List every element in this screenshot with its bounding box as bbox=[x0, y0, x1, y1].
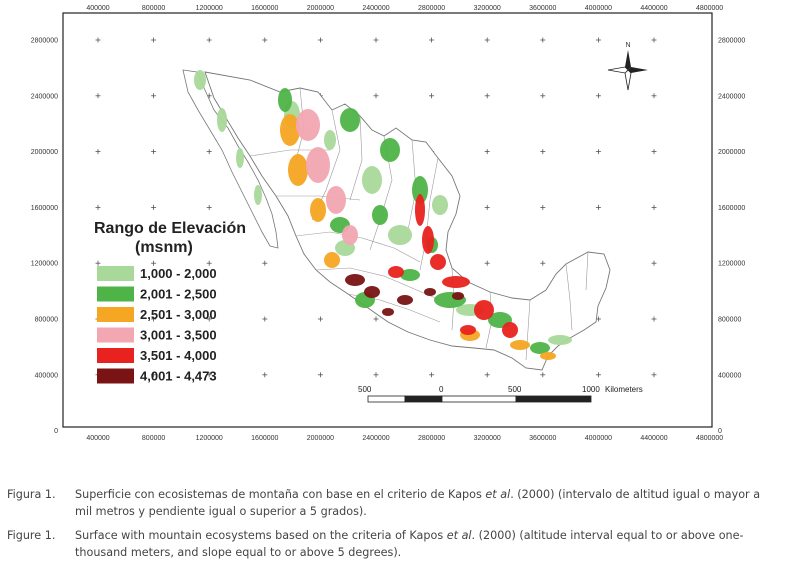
legend-title: Rango de Elevación bbox=[94, 220, 246, 237]
x-tick-top-label: 1600000 bbox=[251, 5, 278, 12]
y-tick-left-label: 800000 bbox=[35, 317, 58, 324]
x-axis-bottom-ticks: 400000 800000 1200000 1600000 2000000 2400000… bbox=[86, 435, 723, 442]
x-tick-bottom-label: 2800000 bbox=[418, 435, 445, 442]
legend-swatch bbox=[97, 348, 134, 363]
caption-spanish: Figura 1. Superficie con ecosistemas de … bbox=[0, 486, 787, 520]
legend-swatch bbox=[97, 307, 134, 322]
elevation-legend: Rango de Elevación (msnm) 1,000 - 2,000 2… bbox=[94, 220, 246, 384]
mexico-map bbox=[182, 69, 611, 371]
map-frame-border bbox=[62, 12, 713, 428]
legend-swatch bbox=[97, 266, 134, 281]
x-tick-bottom-label: 2400000 bbox=[362, 435, 389, 442]
legend-label: 4,001 - 4,473 bbox=[140, 369, 217, 384]
map-figure: 400000 800000 1200000 1600000 2000000 2400000… bbox=[31, 5, 746, 442]
x-tick-bottom-label: 400000 bbox=[86, 435, 109, 442]
caption-en-text-b: . (2000) (altitude interval equal to or … bbox=[75, 529, 744, 559]
y-axis-left-ticks: 2800000 2400000 2000000 1600000 1200000 80000… bbox=[31, 38, 58, 436]
scale-bar: 500 0 500 1000 Kilometers bbox=[358, 385, 643, 403]
y-axis-right-ticks: 2800000 2400000 2000000 1600000 1200000 80000… bbox=[718, 38, 745, 436]
north-arrow: N bbox=[607, 42, 648, 91]
y-tick-left-label: 1600000 bbox=[31, 205, 58, 212]
x-tick-bottom-label: 1200000 bbox=[196, 435, 223, 442]
scale-bar-seg-2 bbox=[404, 395, 443, 403]
caption-en-text: Surface with mountain ecosystems based o… bbox=[75, 527, 787, 561]
y-tick-right-label: 1200000 bbox=[718, 261, 745, 268]
scale-bar-seg-1 bbox=[367, 395, 406, 403]
scale-label-500-left: 500 bbox=[358, 385, 372, 394]
x-tick-top-label: 2800000 bbox=[418, 5, 445, 12]
caption-en-label: Figure 1. bbox=[7, 529, 56, 542]
elevation-patches bbox=[194, 70, 572, 360]
x-tick-bottom-label: 4800000 bbox=[696, 435, 723, 442]
x-tick-bottom-label: 3200000 bbox=[474, 435, 501, 442]
x-tick-top-label: 4400000 bbox=[640, 5, 667, 12]
legend-label: 1,000 - 2,000 bbox=[140, 266, 217, 281]
scale-label-500-right: 500 bbox=[508, 385, 522, 394]
mainland-outline bbox=[204, 71, 611, 371]
legend-label: 2,001 - 2,500 bbox=[140, 287, 217, 302]
caption-en-text-a: Surface with mountain ecosystems based o… bbox=[75, 529, 447, 542]
north-label: N bbox=[626, 42, 631, 49]
x-tick-top-label: 1200000 bbox=[196, 5, 223, 12]
x-tick-top-label: 3600000 bbox=[529, 5, 556, 12]
scale-bar-seg-4 bbox=[515, 395, 592, 403]
x-tick-top-label: 800000 bbox=[142, 5, 165, 12]
caption-en-italic: et al bbox=[446, 529, 472, 542]
x-tick-bottom-label: 3600000 bbox=[529, 435, 556, 442]
x-tick-top-label: 4800000 bbox=[696, 5, 723, 12]
legend-swatch bbox=[97, 368, 134, 384]
legend-subtitle: (msnm) bbox=[135, 239, 193, 256]
y-tick-right-label: 2800000 bbox=[718, 38, 745, 45]
caption-es-text: Superficie con ecosistemas de montaña co… bbox=[75, 486, 787, 520]
x-tick-top-label: 4000000 bbox=[585, 5, 612, 12]
x-tick-top-label: 400000 bbox=[86, 5, 109, 12]
x-tick-top-label: 2000000 bbox=[307, 5, 334, 12]
x-tick-bottom-label: 1600000 bbox=[251, 435, 278, 442]
y-tick-right-label: 2000000 bbox=[718, 149, 745, 156]
y-tick-left-label: 400000 bbox=[35, 372, 58, 379]
legend-swatch bbox=[97, 327, 134, 343]
x-tick-bottom-label: 4000000 bbox=[585, 435, 612, 442]
legend-label: 2,501 - 3,000 bbox=[140, 307, 217, 322]
x-tick-top-label: 2400000 bbox=[362, 5, 389, 12]
scale-label-0: 0 bbox=[439, 385, 444, 394]
x-tick-bottom-label: 4400000 bbox=[640, 435, 667, 442]
legend-label: 3,001 - 3,500 bbox=[140, 328, 217, 343]
caption-es-italic: et al bbox=[485, 488, 511, 501]
y-tick-right-label: 400000 bbox=[718, 372, 741, 379]
y-tick-right-label: 2400000 bbox=[718, 93, 745, 100]
x-tick-top-label: 3200000 bbox=[474, 5, 501, 12]
y-tick-left-label: 0 bbox=[54, 428, 58, 435]
y-tick-right-label: 1600000 bbox=[718, 205, 745, 212]
scale-bar-seg-3 bbox=[441, 395, 517, 403]
x-tick-bottom-label: 800000 bbox=[142, 435, 165, 442]
caption-es-label: Figura 1. bbox=[7, 488, 56, 501]
caption-es-text-b: . (2000) (intervalo de altitud igual o m… bbox=[75, 488, 761, 518]
scale-label-1000: 1000 bbox=[582, 385, 600, 394]
legend-label: 3,501 - 4,000 bbox=[140, 348, 217, 363]
y-tick-left-label: 2400000 bbox=[31, 93, 58, 100]
scale-unit: Kilometers bbox=[605, 385, 643, 394]
x-axis-top-ticks: 400000 800000 1200000 1600000 2000000 2400000… bbox=[86, 5, 723, 12]
y-tick-right-label: 800000 bbox=[718, 317, 741, 324]
x-tick-bottom-label: 2000000 bbox=[307, 435, 334, 442]
y-tick-left-label: 1200000 bbox=[31, 261, 58, 268]
y-tick-left-label: 2000000 bbox=[31, 149, 58, 156]
y-tick-left-label: 2800000 bbox=[31, 38, 58, 45]
y-tick-right-label: 0 bbox=[718, 428, 722, 435]
caption-english: Figure 1. Surface with mountain ecosyste… bbox=[0, 527, 787, 561]
caption-es-text-a: Superficie con ecosistemas de montaña co… bbox=[75, 488, 486, 501]
legend-swatch bbox=[97, 286, 134, 302]
